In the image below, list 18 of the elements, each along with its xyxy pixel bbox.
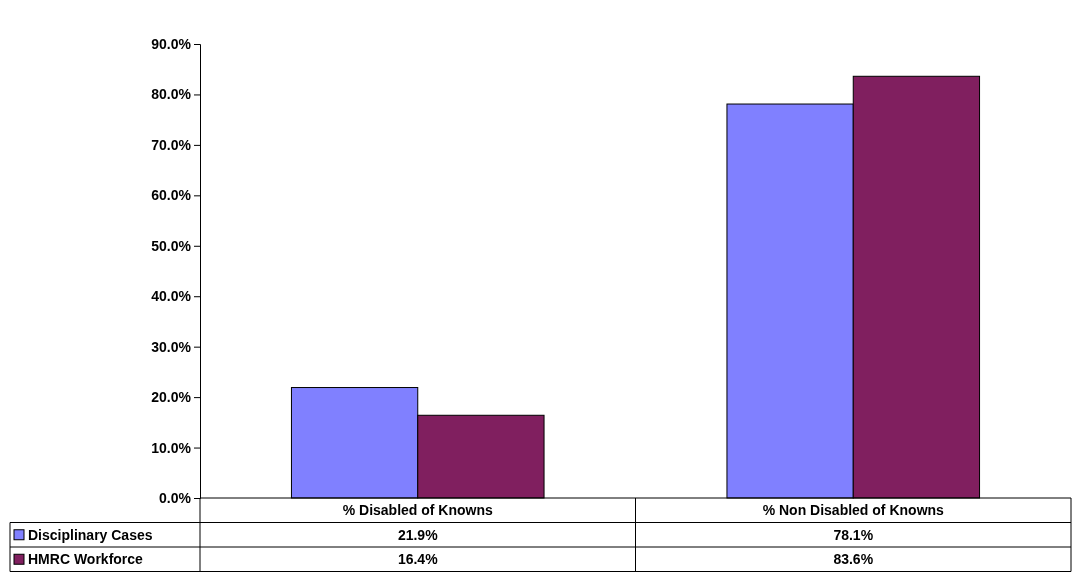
data-label: 21.9% <box>397 526 439 543</box>
y-tick-label: 40.0% <box>151 288 192 305</box>
y-tick-label: 70.0% <box>151 136 192 153</box>
data-label: 83.6% <box>833 551 874 568</box>
legend-label: Disciplinary Cases <box>28 526 153 543</box>
y-tick-label: 50.0% <box>151 237 192 254</box>
x-tick-label: % Disabled of Knowns <box>342 502 494 519</box>
y-tick-label: 60.0% <box>151 187 192 204</box>
data-label: 16.4% <box>397 551 439 568</box>
data-label: 78.1% <box>833 526 874 543</box>
y-tick-label: 80.0% <box>151 86 192 103</box>
y-tick-label: 10.0% <box>151 439 192 456</box>
y-tick-label: 90.0% <box>151 35 192 52</box>
y-tick-label: 30.0% <box>151 338 192 355</box>
legend-label: HMRC Workforce <box>28 551 144 568</box>
x-tick-label: % Non Disabled of Knowns <box>762 502 945 519</box>
y-tick-label: 20.0% <box>151 389 192 406</box>
y-tick-label: 0.0% <box>159 489 192 506</box>
